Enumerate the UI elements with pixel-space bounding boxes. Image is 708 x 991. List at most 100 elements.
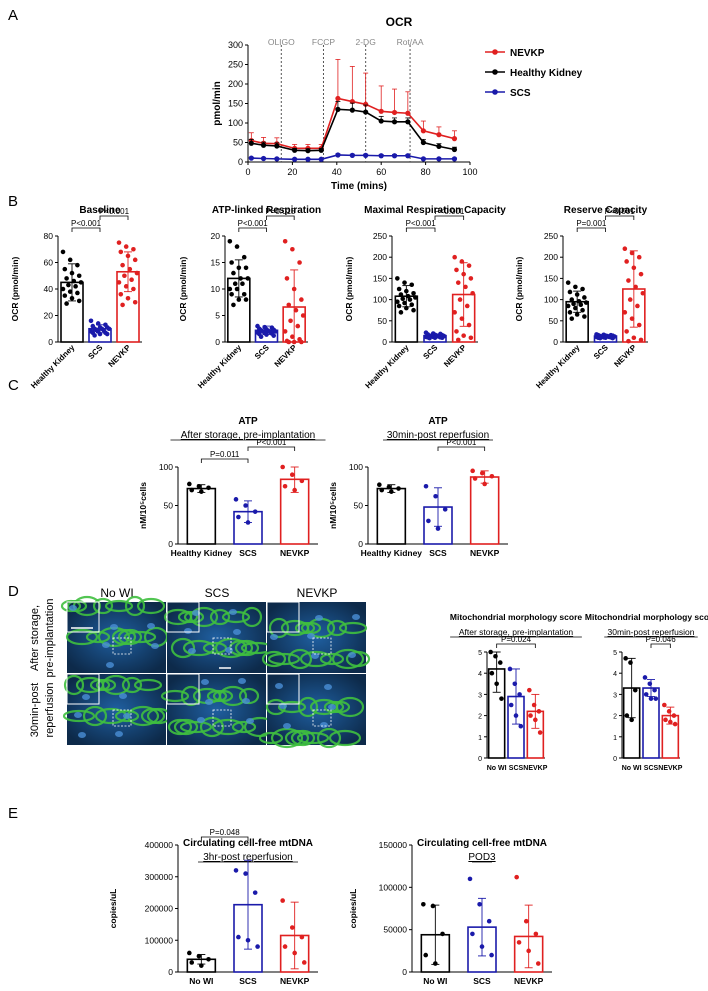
data-point — [233, 868, 239, 873]
data-point — [624, 259, 629, 264]
y-axis-label: nM/10⁵cells — [138, 482, 148, 529]
y-tick-label: 5 — [215, 311, 220, 321]
zoom-region — [112, 709, 132, 727]
data-point — [232, 281, 238, 287]
data-point — [258, 334, 264, 340]
tubule-stain — [95, 678, 117, 692]
data-point — [131, 286, 136, 292]
data-point — [518, 723, 524, 729]
panel-letter-e: E — [8, 805, 18, 822]
tubule-stain — [258, 731, 284, 745]
y-axis-label: OCR (pmol/min) — [10, 256, 20, 321]
tubule-stain — [117, 628, 143, 646]
data-point — [479, 944, 485, 949]
data-point — [629, 250, 635, 256]
x-tick-label: Healthy Kidney — [361, 548, 423, 558]
chart-title: Reserve Capacity — [564, 205, 648, 216]
data-point — [274, 143, 280, 149]
data-point — [391, 119, 398, 125]
chart-title: OCR — [386, 15, 413, 29]
tubule-stain — [173, 718, 199, 736]
micrograph-column-label: SCS — [205, 586, 230, 600]
data-point — [626, 278, 631, 283]
data-point — [533, 931, 539, 937]
x-tick-label: SCS — [86, 343, 104, 361]
data-point — [301, 960, 307, 965]
y-tick-label: 50 — [354, 501, 364, 511]
nucleus-stain — [275, 683, 283, 689]
tubule-stain — [66, 599, 88, 613]
data-point — [569, 316, 575, 321]
significance-label: P=0.046 — [646, 635, 677, 644]
data-point — [526, 948, 531, 954]
data-point — [451, 136, 458, 142]
data-point — [396, 486, 401, 491]
data-point — [576, 298, 582, 304]
y-axis-label: OCR (pmol/min) — [178, 256, 188, 321]
data-point — [240, 281, 245, 287]
data-point — [488, 649, 493, 655]
significance-label: P<0.001 — [605, 207, 636, 216]
tubule-stain — [268, 617, 290, 639]
data-point — [231, 270, 236, 276]
y-tick-label: 100 — [544, 295, 558, 305]
tubule-stain — [296, 731, 330, 745]
data-point — [452, 254, 457, 260]
legend-label: Healthy Kidney — [510, 68, 583, 79]
significance-label: P<0.001 — [446, 438, 477, 447]
tubule-stain — [75, 676, 105, 694]
x-tick-label: 100 — [462, 167, 477, 177]
data-point — [468, 335, 474, 341]
data-point — [439, 335, 445, 341]
tubule-stain — [319, 652, 345, 666]
y-tick-label: 50 — [549, 316, 559, 326]
chart-maximal-respiration: Maximal Respiration Capacity 0 50 100 150 200… — [344, 205, 506, 390]
data-point — [229, 260, 234, 265]
significance-bracket — [434, 215, 465, 220]
data-point — [120, 262, 125, 268]
tubule-stain — [331, 648, 365, 670]
x-tick-label: No WI — [423, 976, 447, 986]
x-tick-label: NEVKP — [658, 765, 682, 772]
data-point — [290, 246, 295, 252]
data-point — [129, 277, 134, 283]
x-tick-label: No WI — [189, 976, 213, 986]
data-point — [189, 487, 195, 493]
y-axis-label: OCR (pmol/min) — [344, 256, 354, 321]
significance-label: P=0.015 — [265, 207, 296, 216]
data-point — [118, 292, 124, 297]
data-point — [671, 713, 677, 718]
data-point — [260, 142, 267, 148]
micrograph-column-label: No WI — [100, 586, 133, 600]
tubule-stain — [114, 709, 140, 723]
data-point — [420, 139, 426, 146]
injection-label: FCCP — [312, 37, 335, 47]
nucleus-stain — [205, 699, 213, 705]
data-point — [411, 307, 416, 313]
zoom-region — [312, 637, 332, 655]
data-point — [206, 485, 211, 491]
nucleus-stain — [78, 732, 86, 738]
x-tick-label: NEVKP — [612, 343, 638, 369]
data-point — [404, 288, 409, 294]
chart-mtdna-3hr: Circulating cell-free mtDNA 3hr-post repe… — [108, 828, 318, 986]
data-point — [452, 310, 457, 315]
data-point — [378, 118, 384, 124]
data-point — [76, 273, 82, 279]
data-point — [260, 155, 267, 162]
tubule-stain — [261, 650, 287, 668]
tubule-stain — [231, 720, 257, 734]
data-point — [255, 944, 260, 949]
data-point — [389, 489, 394, 494]
inset-box — [166, 601, 200, 633]
significance-bracket — [650, 643, 671, 648]
y-tick-label: 50 — [378, 316, 388, 326]
y-axis-label: pmol/min — [212, 81, 223, 125]
data-point — [363, 152, 369, 158]
data-point — [527, 687, 532, 693]
legend-label: NEVKP — [510, 48, 545, 59]
tubule-stain — [297, 696, 319, 718]
data-point — [118, 249, 124, 255]
data-point — [236, 514, 241, 520]
y-tick-label: 250 — [373, 231, 387, 241]
